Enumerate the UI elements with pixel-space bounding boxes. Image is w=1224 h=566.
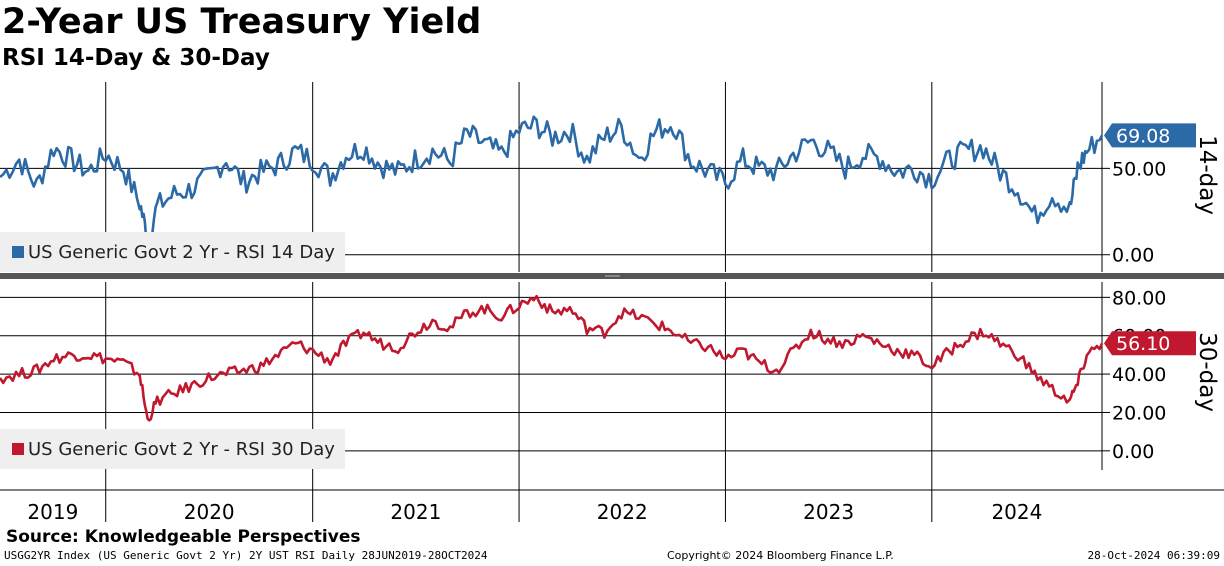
x-tick-label: 2021	[390, 500, 441, 524]
page-title: 2-Year US Treasury Yield	[2, 2, 482, 42]
legend-swatch-rsi14	[12, 246, 24, 258]
series-line-rsi30	[0, 294, 1104, 422]
legend-label-rsi14: US Generic Govt 2 Yr - RSI 14 Day	[28, 241, 335, 263]
source-note: Source: Knowledgeable Perspectives	[6, 527, 361, 547]
page-subtitle: RSI 14-Day & 30-Day	[2, 45, 270, 71]
last-value-tag-rsi30	[1104, 331, 1196, 356]
series-line-rsi14	[0, 115, 1104, 246]
x-tick-label: 2020	[184, 500, 235, 524]
x-tick-label: 2019	[27, 500, 78, 524]
y-tick-label-rsi30: 20.00	[1112, 402, 1166, 424]
y-tick-label-rsi30: 0.00	[1112, 441, 1154, 463]
y-tick-label-rsi30: 40.00	[1112, 364, 1166, 386]
legend-rsi30: US Generic Govt 2 Yr - RSI 30 Day	[0, 429, 345, 469]
legend-label-rsi30: US Generic Govt 2 Yr - RSI 30 Day	[28, 438, 335, 460]
x-tick-label: 2023	[803, 500, 854, 524]
y-tick-label-rsi14: 0.00	[1112, 245, 1154, 267]
footer-meta: USGG2YR Index (US Generic Govt 2 Yr) 2Y …	[4, 549, 488, 562]
x-tick-label: 2024	[991, 500, 1042, 524]
y-axis-title-rsi14: 14-day	[1194, 135, 1220, 215]
y-axis-title-rsi30: 30-day	[1194, 332, 1220, 412]
legend-rsi14: US Generic Govt 2 Yr - RSI 14 Day	[0, 232, 345, 272]
y-tick-label-rsi30: 80.00	[1112, 287, 1166, 309]
footer-copyright: Copyright© 2024 Bloomberg Finance L.P.	[667, 549, 894, 562]
legend-swatch-rsi30	[12, 443, 24, 455]
last-value-tag-rsi14	[1104, 123, 1196, 148]
footer-timestamp: 28-Oct-2024 06:39:09	[1087, 549, 1220, 562]
x-tick-label: 2022	[597, 500, 648, 524]
last-value-label-rsi30: 56.10	[1116, 333, 1170, 355]
last-value-label-rsi14: 69.08	[1116, 125, 1170, 147]
y-tick-label-rsi14: 50.00	[1112, 158, 1166, 180]
